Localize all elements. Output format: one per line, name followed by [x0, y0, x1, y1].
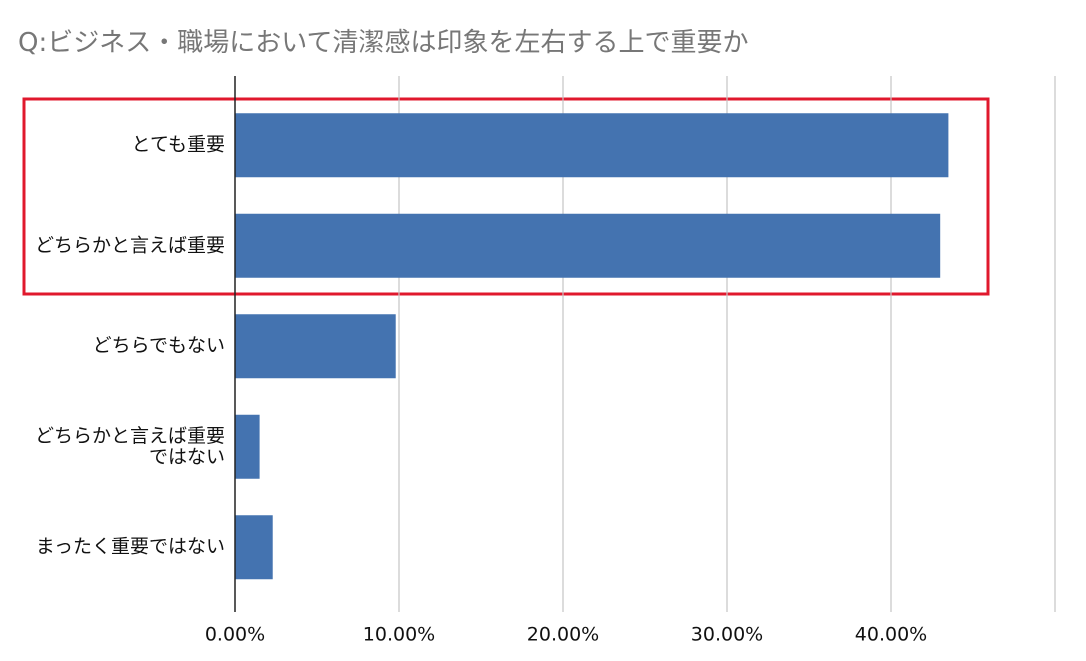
y-tick-label: とても重要: [131, 133, 225, 156]
bar: [235, 414, 260, 479]
bar: [235, 113, 949, 178]
y-tick-label: どちらかと言えば重要ではない: [34, 424, 225, 468]
x-tick-label: 30.00%: [691, 624, 763, 646]
x-tick-label: 10.00%: [363, 624, 435, 646]
x-tick-label: 40.00%: [855, 624, 927, 646]
y-tick-label: まったく重要ではない: [35, 535, 225, 558]
chart-title: Q:ビジネス・職場において清潔感は印象を左右する上で重要か: [18, 28, 749, 58]
x-tick-label: 20.00%: [527, 624, 599, 646]
y-tick-label: どちらかと言えば重要: [34, 234, 225, 257]
y-tick-label: どちらでもない: [92, 334, 225, 357]
bar: [235, 314, 396, 379]
x-tick-label: 0.00%: [205, 624, 265, 646]
bar: [235, 213, 941, 278]
highlight-box: [22, 97, 990, 296]
bar: [235, 515, 273, 580]
